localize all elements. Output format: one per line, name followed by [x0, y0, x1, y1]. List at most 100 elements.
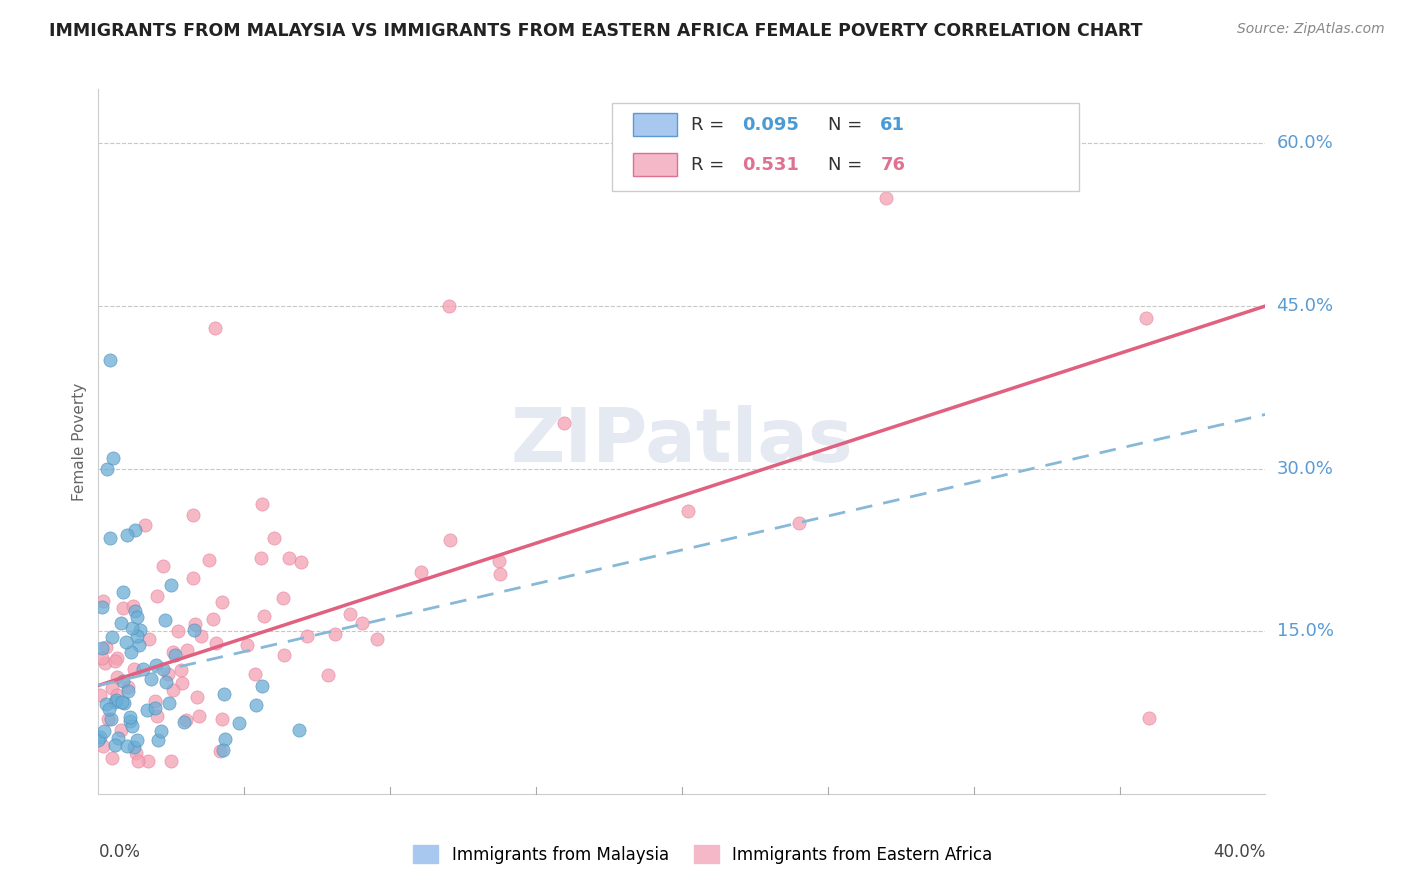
Point	[129, 623, 152, 637]
Point	[183, 623, 205, 637]
Point	[107, 651, 129, 665]
Point	[121, 621, 143, 635]
Point	[166, 624, 188, 638]
Point	[187, 709, 209, 723]
Point	[488, 554, 510, 568]
Point	[96, 461, 118, 475]
Point	[174, 714, 197, 728]
Point	[875, 191, 897, 205]
Point	[153, 613, 176, 627]
Point	[118, 714, 141, 728]
Point	[134, 518, 156, 533]
Text: R =: R =	[692, 116, 730, 134]
Point	[117, 681, 139, 695]
Point	[787, 516, 810, 530]
Point	[366, 632, 388, 647]
Point	[111, 601, 134, 615]
Point	[127, 629, 149, 643]
FancyBboxPatch shape	[612, 103, 1078, 192]
Point	[120, 710, 142, 724]
Point	[323, 627, 346, 641]
Point	[124, 604, 146, 618]
Point	[135, 703, 157, 717]
Point	[290, 555, 312, 569]
Point	[211, 712, 233, 726]
Point	[115, 635, 138, 649]
Text: 61: 61	[880, 116, 905, 134]
Text: R =: R =	[692, 155, 730, 174]
Point	[288, 723, 311, 738]
Point	[111, 673, 134, 688]
Point	[439, 533, 461, 547]
Point	[105, 693, 128, 707]
Point	[91, 600, 114, 615]
Point	[112, 696, 135, 710]
Point	[250, 551, 273, 566]
Point	[127, 732, 149, 747]
Point	[173, 715, 195, 730]
Point	[104, 738, 127, 752]
Text: N =: N =	[828, 155, 868, 174]
Text: ZIPatlas: ZIPatlas	[510, 405, 853, 478]
Point	[128, 638, 150, 652]
Point	[110, 723, 132, 737]
Point	[149, 724, 172, 739]
Point	[115, 527, 138, 541]
Point	[145, 694, 167, 708]
Point	[190, 629, 212, 643]
Point	[105, 688, 128, 702]
Point	[160, 755, 183, 769]
Point	[97, 712, 120, 726]
Point	[145, 590, 167, 604]
Point	[124, 524, 146, 538]
Text: 0.0%: 0.0%	[98, 843, 141, 861]
Point	[125, 747, 148, 761]
Point	[152, 558, 174, 573]
Point	[94, 656, 117, 670]
Point	[250, 679, 273, 693]
Point	[122, 599, 145, 613]
Point	[127, 755, 149, 769]
Point	[252, 609, 274, 624]
Text: 60.0%: 60.0%	[1277, 135, 1333, 153]
Point	[143, 701, 166, 715]
Point	[181, 571, 204, 585]
Point	[162, 645, 184, 659]
Point	[211, 743, 233, 757]
Point	[170, 664, 193, 678]
Point	[127, 609, 149, 624]
Point	[91, 739, 114, 753]
Point	[553, 416, 575, 430]
Point	[121, 719, 143, 733]
Point	[1137, 711, 1160, 725]
Point	[273, 648, 295, 662]
Point	[152, 662, 174, 676]
Point	[1135, 311, 1157, 326]
Point	[409, 566, 432, 580]
Text: 0.095: 0.095	[742, 116, 800, 134]
Point	[165, 648, 187, 662]
FancyBboxPatch shape	[633, 153, 678, 176]
Point	[186, 690, 208, 705]
Point	[295, 629, 318, 643]
Point	[100, 751, 122, 765]
Point	[157, 696, 180, 710]
Point	[91, 640, 114, 655]
Point	[117, 684, 139, 698]
Point	[101, 450, 124, 465]
Point	[228, 716, 250, 731]
Point	[98, 353, 121, 368]
Point	[181, 508, 204, 522]
Point	[97, 702, 120, 716]
Y-axis label: Female Poverty: Female Poverty	[72, 383, 87, 500]
Point	[170, 676, 193, 690]
Point	[93, 723, 115, 738]
Text: 0.531: 0.531	[742, 155, 800, 174]
Point	[250, 497, 273, 511]
Point	[120, 645, 142, 659]
Point	[132, 662, 155, 676]
Point	[204, 320, 226, 334]
Point	[87, 733, 110, 747]
Point	[339, 607, 361, 621]
Point	[101, 631, 124, 645]
